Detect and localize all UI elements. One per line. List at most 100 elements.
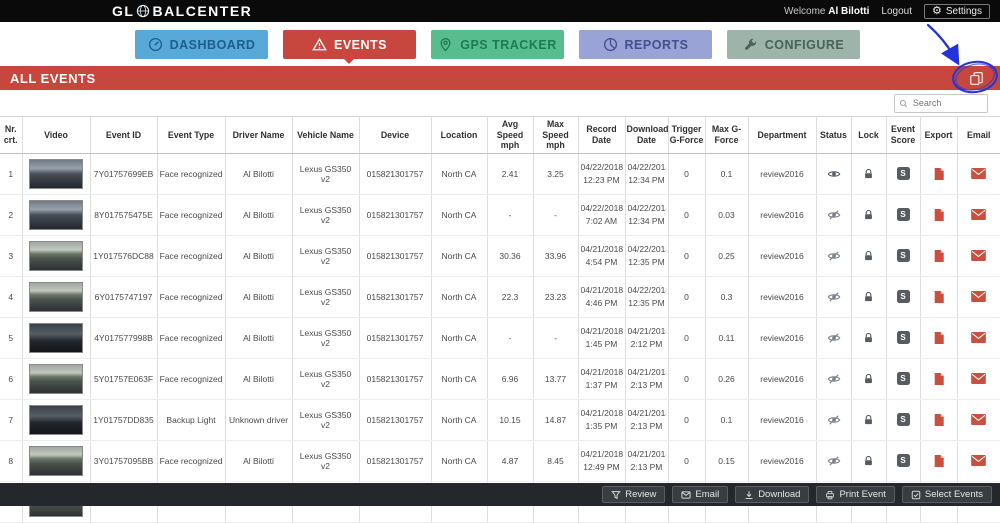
lock-icon[interactable]: [862, 167, 875, 181]
cell-max-gforce: 0.1: [705, 153, 749, 195]
export-pdf-icon[interactable]: [933, 331, 945, 345]
cell-driver-name: Al Bilotti: [225, 317, 293, 359]
cell-video: [22, 440, 91, 482]
event-score-icon[interactable]: S: [896, 167, 910, 181]
cell-max-speed: -: [533, 194, 579, 236]
email-icon[interactable]: [971, 291, 987, 303]
export-pdf-icon[interactable]: [933, 290, 945, 304]
tab-gps-tracker[interactable]: GPS TRACKER: [431, 30, 564, 59]
col-header-lock: Lock: [851, 116, 887, 154]
email-icon[interactable]: [971, 455, 987, 467]
event-score-icon[interactable]: S: [896, 249, 910, 263]
cell-driver-name: Al Bilotti: [225, 153, 293, 195]
video-thumbnail[interactable]: [29, 240, 83, 271]
cell-avg-speed: 6.96: [487, 358, 534, 400]
table-row[interactable]: 7 1Y01757DD835 Backup Light Unknown driv…: [0, 399, 1000, 441]
event-score-icon[interactable]: S: [896, 331, 910, 345]
checkbox-icon: [911, 490, 921, 499]
download-icon: [745, 490, 753, 499]
settings-button[interactable]: ⚙ Settings: [923, 3, 990, 19]
cell-avg-speed: 30.36: [487, 235, 534, 277]
export-pdf-icon[interactable]: [933, 372, 945, 386]
cell-event-id: 6Y0175747197: [90, 276, 158, 318]
cell-max-speed: 8.45: [533, 440, 579, 482]
email-icon[interactable]: [971, 332, 987, 344]
status-not-viewed-icon[interactable]: [827, 372, 841, 386]
lock-icon[interactable]: [862, 208, 875, 222]
cell-status: [816, 194, 852, 236]
email-icon[interactable]: [971, 414, 987, 426]
cell-department: review2016: [748, 235, 817, 277]
cell-trigger-gforce: 0: [668, 235, 706, 277]
video-thumbnail[interactable]: [29, 445, 83, 476]
lock-icon[interactable]: [862, 331, 875, 345]
cell-status: [816, 276, 852, 318]
export-pdf-icon[interactable]: [933, 249, 945, 263]
video-thumbnail[interactable]: [29, 322, 83, 353]
table-row[interactable]: 4 6Y0175747197 Face recognized Al Bilott…: [0, 276, 1000, 318]
status-not-viewed-icon[interactable]: [827, 208, 841, 222]
event-score-icon[interactable]: S: [896, 372, 910, 386]
search-input[interactable]: [910, 97, 983, 109]
video-thumbnail[interactable]: [29, 281, 83, 312]
review-button[interactable]: Review: [602, 486, 666, 503]
cell-status: [816, 235, 852, 277]
video-thumbnail[interactable]: [29, 199, 83, 230]
cell-lock: [851, 358, 887, 400]
tab-dashboard[interactable]: DASHBOARD: [135, 30, 268, 59]
cell-vehicle-name: Lexus GS350 v2: [292, 399, 360, 441]
video-thumbnail[interactable]: [29, 158, 83, 189]
table-row[interactable]: 1 7Y01757699EB Face recognized Al Bilott…: [0, 153, 1000, 195]
event-score-icon[interactable]: S: [896, 454, 910, 468]
email-icon[interactable]: [971, 250, 987, 262]
export-pdf-icon[interactable]: [933, 413, 945, 427]
lock-icon[interactable]: [862, 290, 875, 304]
tab-configure[interactable]: CONFIGURE: [727, 30, 860, 59]
status-not-viewed-icon[interactable]: [827, 290, 841, 304]
cell-trigger-gforce: 0: [668, 399, 706, 441]
lock-icon[interactable]: [862, 372, 875, 386]
cell-export: [920, 317, 958, 359]
export-events-icon[interactable]: [969, 71, 984, 86]
table-row[interactable]: 6 5Y01757E063F Face recognized Al Bilott…: [0, 358, 1000, 400]
status-not-viewed-icon[interactable]: [827, 454, 841, 468]
email-icon[interactable]: [971, 373, 987, 385]
event-score-icon[interactable]: S: [896, 413, 910, 427]
table-row[interactable]: 2 8Y017575475E Face recognized Al Bilott…: [0, 194, 1000, 236]
lock-icon[interactable]: [862, 454, 875, 468]
cell-max-gforce: 0.26: [705, 358, 749, 400]
email-icon[interactable]: [971, 209, 987, 221]
select-events-button[interactable]: Select Events: [901, 486, 992, 503]
email-button[interactable]: Email: [672, 486, 729, 503]
export-pdf-icon[interactable]: [933, 208, 945, 222]
lock-icon[interactable]: [862, 249, 875, 263]
status-not-viewed-icon[interactable]: [827, 413, 841, 427]
lock-icon[interactable]: [862, 413, 875, 427]
table-row[interactable]: 8 3Y01757095BB Face recognized Al Bilott…: [0, 440, 1000, 482]
event-score-icon[interactable]: S: [896, 208, 910, 222]
export-pdf-icon[interactable]: [933, 167, 945, 181]
cell-max-gforce: 0.15: [705, 440, 749, 482]
cell-nr: 2: [0, 194, 23, 236]
col-header-max-speed: Max Speed mph: [533, 116, 579, 154]
download-button[interactable]: Download: [735, 486, 810, 503]
tab-events[interactable]: EVENTS: [283, 30, 416, 59]
cell-lock: [851, 317, 887, 359]
video-thumbnail[interactable]: [29, 404, 83, 435]
status-viewed-icon[interactable]: [827, 167, 841, 181]
print-event-button[interactable]: Print Event: [816, 486, 895, 503]
tab-reports[interactable]: REPORTS: [579, 30, 712, 59]
event-score-icon[interactable]: S: [896, 290, 910, 304]
logout-link[interactable]: Logout: [881, 5, 912, 17]
main-nav: DASHBOARD EVENTS GPS TRACKER REPORTS CON…: [0, 22, 1000, 62]
status-not-viewed-icon[interactable]: [827, 249, 841, 263]
cell-avg-speed: -: [487, 317, 534, 359]
export-pdf-icon[interactable]: [933, 454, 945, 468]
status-not-viewed-icon[interactable]: [827, 331, 841, 345]
table-row[interactable]: 5 4Y017577998B Face recognized Al Bilott…: [0, 317, 1000, 359]
search-box[interactable]: [894, 93, 988, 113]
table-row[interactable]: 3 1Y017576DC88 Face recognized Al Bilott…: [0, 235, 1000, 277]
video-thumbnail[interactable]: [29, 363, 83, 394]
email-icon[interactable]: [971, 168, 987, 180]
